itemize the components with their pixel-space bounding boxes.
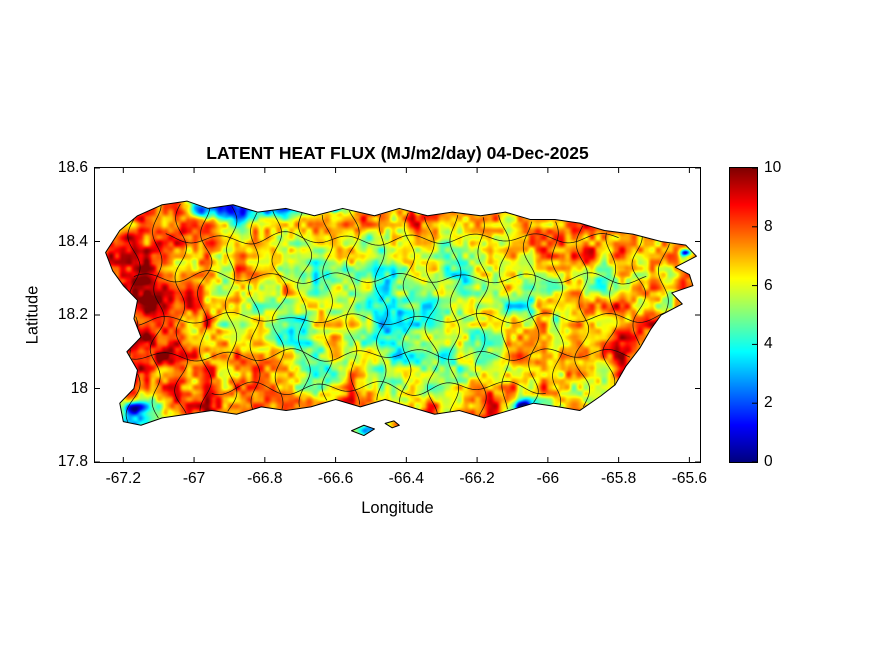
colorbar-tick-label: 4 [764,335,773,353]
y-tick-label: 18 [70,379,88,397]
y-tick-label: 17.8 [57,453,88,470]
colorbar-tick-label: 2 [764,394,773,412]
colorbar-tick-label: 6 [764,276,773,294]
x-tick-label: -66.8 [247,470,283,487]
x-axis-label: Longitude [361,499,434,517]
heatmap-canvas [95,168,700,462]
y-tick-label: 18.2 [57,306,88,323]
x-tick-label: -67 [182,470,206,487]
x-tick-label: -66 [536,470,560,487]
y-tick-label: 18.6 [57,159,88,176]
x-tick-label: -66.2 [459,470,495,487]
colorbar-tick-label: 10 [764,159,782,176]
x-tick-label: -66.6 [317,470,354,487]
colorbar-canvas [730,168,757,462]
x-tick-label: -65.8 [600,470,637,487]
y-tick-label: 18.4 [57,232,88,250]
plot-area [94,167,701,463]
x-tick-label: -65.6 [671,470,708,487]
colorbar [729,167,758,463]
colorbar-tick-label: 0 [764,453,773,470]
chart-title: LATENT HEAT FLUX (MJ/m2/day) 04-Dec-2025 [206,143,589,163]
x-tick-label: -66.4 [388,470,425,487]
x-tick-label: -67.2 [105,470,141,487]
colorbar-tick-label: 8 [764,217,773,235]
